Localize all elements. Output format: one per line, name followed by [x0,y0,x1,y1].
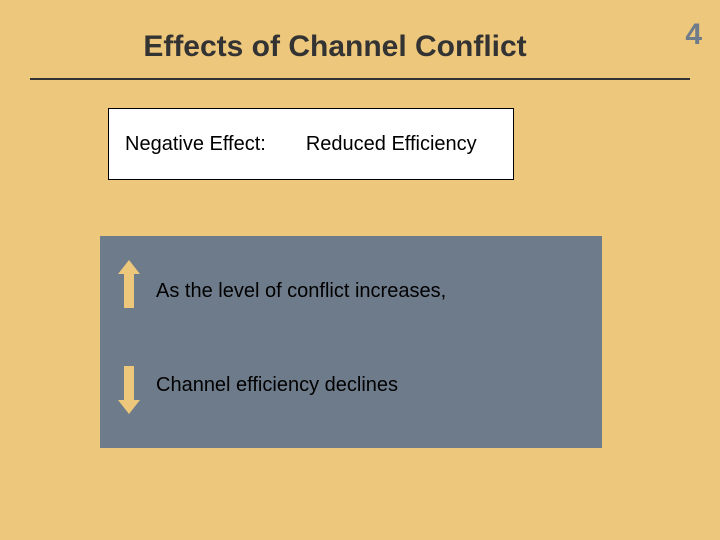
slide-title: Effects of Channel Conflict [0,30,720,64]
title-underline [30,78,690,80]
up-arrow-icon [118,260,140,320]
detail-box: As the level of conflict increases, Chan… [100,236,602,448]
effect-label: Negative Effect: [125,133,266,156]
down-arrow-icon [118,354,140,414]
detail-line-2: Channel efficiency declines [156,374,398,397]
effect-value: Reduced Efficiency [306,133,477,156]
effect-summary-box: Negative Effect: Reduced Efficiency [108,108,514,180]
slide: 4 Effects of Channel Conflict Negative E… [0,0,720,540]
detail-line-1: As the level of conflict increases, [156,280,446,303]
